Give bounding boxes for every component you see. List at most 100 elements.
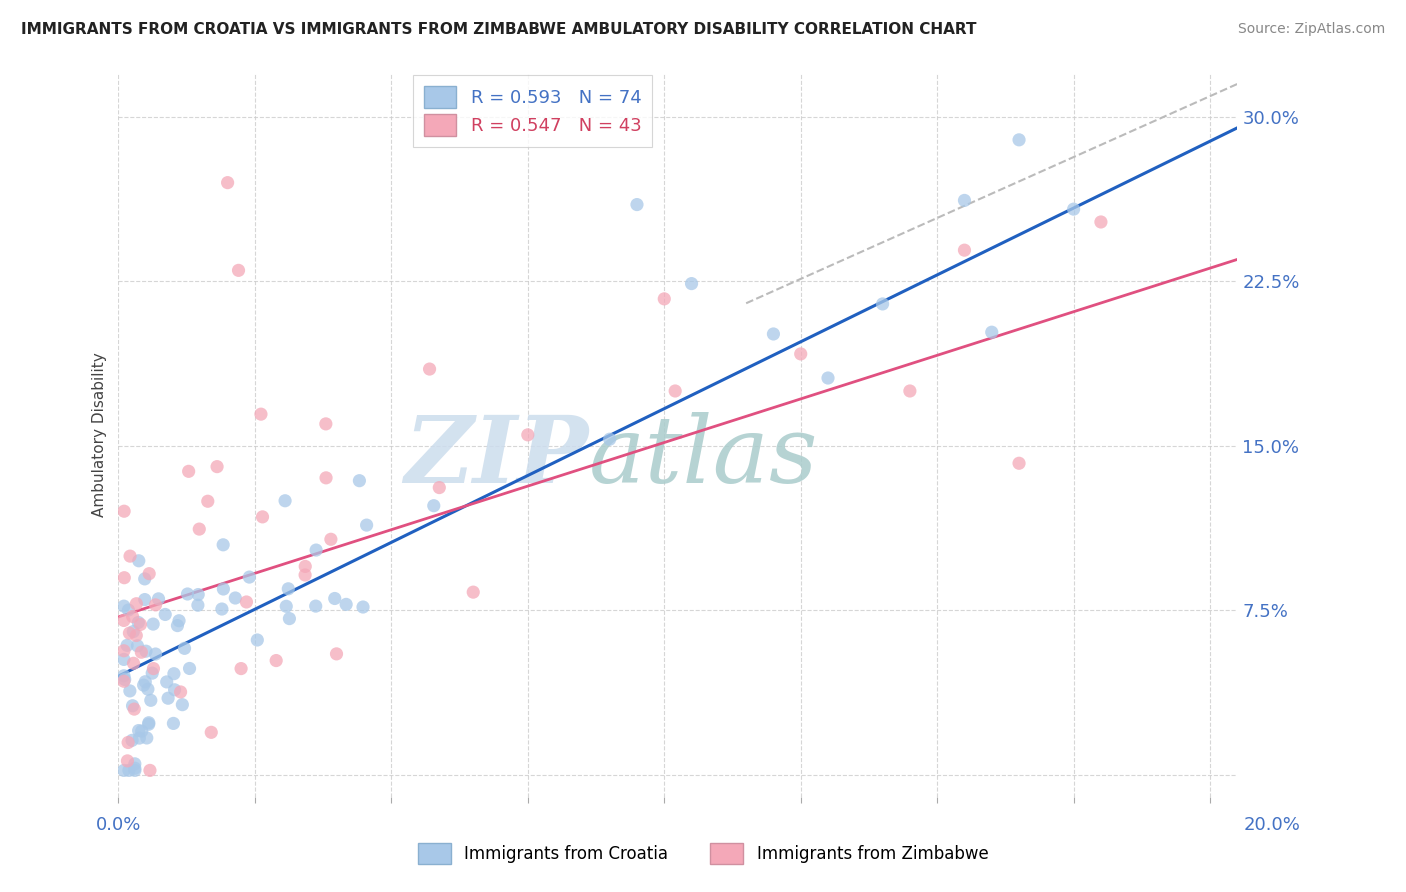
Point	[128, 731, 150, 745]
Point	[305, 599, 328, 613]
Point	[115, 638, 138, 652]
Point	[121, 609, 143, 624]
Point	[349, 474, 371, 488]
Point	[124, 761, 146, 775]
Point	[294, 559, 316, 574]
Point	[127, 615, 149, 630]
Point	[134, 572, 156, 586]
Point	[124, 764, 146, 778]
Point	[162, 716, 184, 731]
Point	[898, 384, 921, 398]
Point	[305, 543, 328, 558]
Point	[169, 685, 191, 699]
Point	[117, 603, 139, 617]
Point	[681, 277, 703, 291]
Point	[122, 624, 145, 639]
Point	[172, 698, 194, 712]
Point	[315, 471, 337, 485]
Point	[118, 684, 141, 698]
Point	[129, 617, 152, 632]
Point	[197, 494, 219, 508]
Point	[112, 571, 135, 585]
Point	[139, 693, 162, 707]
Point	[238, 570, 260, 584]
Point	[138, 566, 160, 581]
Point	[294, 568, 316, 582]
Point	[419, 362, 441, 376]
Text: ZIP: ZIP	[404, 411, 588, 501]
Text: 0.0%: 0.0%	[96, 816, 141, 834]
Point	[112, 764, 135, 778]
Point	[163, 666, 186, 681]
Point	[132, 678, 155, 692]
Point	[122, 657, 145, 671]
Point	[156, 674, 179, 689]
Point	[212, 582, 235, 596]
Point	[626, 197, 648, 211]
Point	[163, 682, 186, 697]
Point	[121, 733, 143, 747]
Point	[118, 549, 141, 563]
Point	[125, 597, 148, 611]
Point	[352, 600, 374, 615]
Point	[135, 731, 157, 745]
Point	[315, 417, 337, 431]
Point	[128, 554, 150, 568]
Point	[953, 243, 976, 257]
Point	[112, 669, 135, 683]
Point	[250, 407, 273, 421]
Point	[205, 459, 228, 474]
Point	[131, 645, 153, 659]
Point	[136, 682, 159, 697]
Point	[112, 652, 135, 666]
Point	[142, 617, 165, 632]
Point	[188, 522, 211, 536]
Point	[212, 538, 235, 552]
Legend: Immigrants from Croatia, Immigrants from Zimbabwe: Immigrants from Croatia, Immigrants from…	[411, 837, 995, 871]
Point	[157, 691, 180, 706]
Point	[325, 647, 347, 661]
Point	[121, 698, 143, 713]
Point	[131, 724, 153, 739]
Point	[790, 347, 813, 361]
Text: IMMIGRANTS FROM CROATIA VS IMMIGRANTS FROM ZIMBABWE AMBULATORY DISABILITY CORREL: IMMIGRANTS FROM CROATIA VS IMMIGRANTS FR…	[21, 22, 977, 37]
Point	[278, 611, 301, 625]
Point	[177, 464, 200, 478]
Point	[112, 599, 135, 614]
Point	[139, 764, 162, 778]
Point	[953, 194, 976, 208]
Point	[423, 499, 446, 513]
Point	[516, 427, 538, 442]
Point	[128, 723, 150, 738]
Point	[134, 674, 156, 689]
Point	[173, 641, 195, 656]
Point	[323, 591, 346, 606]
Point	[138, 717, 160, 731]
Point	[252, 509, 274, 524]
Point	[872, 297, 894, 311]
Point	[224, 591, 246, 605]
Point	[141, 666, 163, 681]
Point	[112, 644, 135, 658]
Legend: R = 0.593   N = 74, R = 0.547   N = 43: R = 0.593 N = 74, R = 0.547 N = 43	[413, 75, 652, 147]
Point	[124, 756, 146, 771]
Point	[599, 432, 621, 446]
Point	[1008, 456, 1031, 470]
Point	[167, 614, 190, 628]
Point	[187, 598, 209, 612]
Point	[1008, 133, 1031, 147]
Point	[980, 325, 1002, 339]
Point	[148, 591, 170, 606]
Text: atlas: atlas	[588, 411, 818, 501]
Point	[762, 326, 785, 341]
Point	[125, 628, 148, 642]
Point	[118, 764, 141, 778]
Point	[229, 662, 252, 676]
Text: Source: ZipAtlas.com: Source: ZipAtlas.com	[1237, 22, 1385, 37]
Point	[187, 588, 209, 602]
Point	[145, 598, 167, 612]
Point	[235, 595, 257, 609]
Point	[179, 661, 201, 675]
Point	[1090, 215, 1112, 229]
Y-axis label: Ambulatory Disability: Ambulatory Disability	[93, 352, 107, 517]
